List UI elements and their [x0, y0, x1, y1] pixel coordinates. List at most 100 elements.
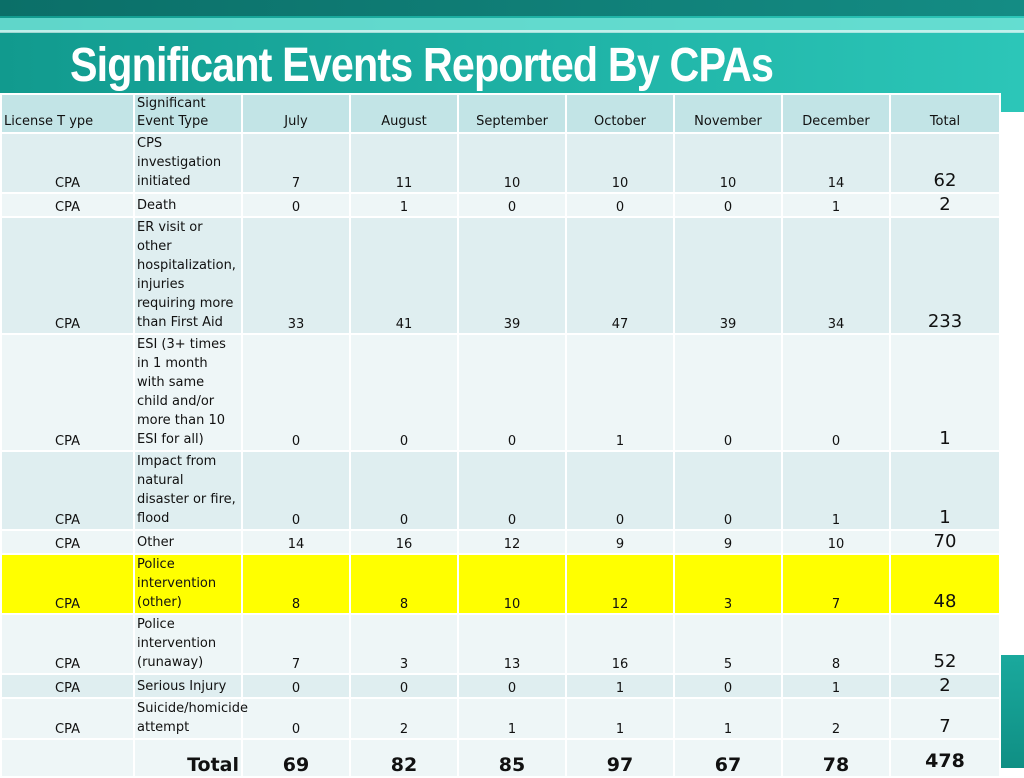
corner-accent [998, 655, 1024, 768]
event-type-cell: Death [133, 192, 243, 218]
header-total: Total [889, 93, 1001, 134]
row-total-cell: 48 [889, 553, 1001, 615]
month-value-cell: 9 [673, 529, 783, 555]
table-row: CPA Suicide/homicide attempt 0 2 1 1 1 2 7 [0, 697, 1001, 740]
month-value-cell: 0 [457, 450, 567, 531]
month-value-cell: 14 [781, 132, 891, 194]
month-value-cell: 16 [349, 529, 459, 555]
month-value-cell: 8 [781, 613, 891, 675]
month-value-cell: 3 [673, 553, 783, 615]
month-value-cell: 0 [241, 450, 351, 531]
footer-month-total: 82 [349, 738, 459, 778]
month-value-cell: 0 [241, 673, 351, 699]
top-strip [0, 0, 1024, 16]
table-row: CPA Serious Injury 0 0 0 1 0 1 2 [0, 673, 1001, 699]
month-value-cell: 2 [781, 697, 891, 740]
license-type-cell: CPA [0, 697, 135, 740]
month-value-cell: 33 [241, 216, 351, 335]
event-type-cell: Serious Injury [133, 673, 243, 699]
footer-month-total: 78 [781, 738, 891, 778]
row-total-cell: 233 [889, 216, 1001, 335]
month-value-cell: 7 [781, 553, 891, 615]
event-type-cell: ESI (3+ times in 1 month with same child… [133, 333, 243, 452]
month-value-cell: 0 [673, 450, 783, 531]
month-value-cell: 39 [457, 216, 567, 335]
row-total-cell: 2 [889, 192, 1001, 218]
month-value-cell: 1 [673, 697, 783, 740]
event-type-cell: Suicide/homicide attempt [133, 697, 248, 740]
month-value-cell: 34 [781, 216, 891, 335]
event-type-cell: ER visit or other hospitalization, injur… [133, 216, 243, 335]
month-value-cell: 0 [457, 673, 567, 699]
license-type-cell: CPA [0, 529, 135, 555]
event-type-cell: Police intervention (other) [133, 553, 243, 615]
license-type-cell: CPA [0, 450, 135, 531]
month-value-cell: 0 [673, 673, 783, 699]
month-value-cell: 0 [781, 333, 891, 452]
month-value-cell: 41 [349, 216, 459, 335]
month-value-cell: 11 [349, 132, 459, 194]
month-value-cell: 7 [241, 132, 351, 194]
footer-month-total: 67 [673, 738, 783, 778]
month-value-cell: 1 [781, 450, 891, 531]
table-row: CPA ER visit or other hospitalization, in… [0, 216, 1001, 335]
month-value-cell: 10 [565, 132, 675, 194]
header-row: License T ype Significant Event Type Jul… [0, 93, 1001, 134]
header-license-type: License T ype [0, 93, 135, 134]
month-value-cell: 0 [349, 450, 459, 531]
table-row: CPA CPS investigation initiated 7 11 10 10 10 1… [0, 132, 1001, 194]
header-month: July [241, 93, 351, 134]
table-row: CPA Police intervention (other) 8 8 10 12 3 7 48 [0, 553, 1001, 615]
event-type-cell: Police intervention (runaway) [133, 613, 243, 675]
events-table: License T ype Significant Event Type Jul… [0, 93, 1001, 778]
table-row: CPA Impact from natural disaster or fire,… [0, 450, 1001, 531]
month-value-cell: 47 [565, 216, 675, 335]
footer-grand-total: 478 [889, 738, 1001, 778]
license-type-cell: CPA [0, 673, 135, 699]
month-value-cell: 7 [241, 613, 351, 675]
month-value-cell: 1 [565, 333, 675, 452]
row-total-cell: 7 [889, 697, 1001, 740]
license-type-cell: CPA [0, 613, 135, 675]
footer-month-total: 97 [565, 738, 675, 778]
header-month: August [349, 93, 459, 134]
header-month: September [457, 93, 567, 134]
footer-row: Total 69 82 85 97 67 78 478 [0, 738, 1001, 778]
license-type-cell: CPA [0, 216, 135, 335]
month-value-cell: 0 [565, 450, 675, 531]
month-value-cell: 13 [457, 613, 567, 675]
month-value-cell: 1 [349, 192, 459, 218]
month-value-cell: 0 [565, 192, 675, 218]
month-value-cell: 1 [457, 697, 567, 740]
month-value-cell: 0 [241, 192, 351, 218]
table-row: CPA ESI (3+ times in 1 month with same ch… [0, 333, 1001, 452]
row-total-cell: 52 [889, 613, 1001, 675]
month-value-cell: 2 [349, 697, 459, 740]
row-total-cell: 2 [889, 673, 1001, 699]
event-type-cell: Other [133, 529, 243, 555]
month-value-cell: 1 [565, 673, 675, 699]
license-type-cell: CPA [0, 192, 135, 218]
month-value-cell: 0 [241, 697, 351, 740]
footer-blank [0, 738, 135, 778]
footer-total-label: Total [133, 738, 243, 778]
month-value-cell: 0 [457, 192, 567, 218]
month-value-cell: 8 [349, 553, 459, 615]
header-event-type: Significant Event Type [133, 93, 243, 134]
license-type-cell: CPA [0, 132, 135, 194]
month-value-cell: 10 [457, 553, 567, 615]
row-total-cell: 70 [889, 529, 1001, 555]
table-row: CPA Death 0 1 0 0 0 1 2 [0, 192, 1001, 218]
slide-title: Significant Events Reported By CPAs [70, 39, 774, 92]
month-value-cell: 0 [673, 333, 783, 452]
month-value-cell: 39 [673, 216, 783, 335]
month-value-cell: 1 [781, 192, 891, 218]
event-type-cell: Impact from natural disaster or fire, fl… [133, 450, 243, 531]
month-value-cell: 0 [241, 333, 351, 452]
footer-month-total: 85 [457, 738, 567, 778]
month-value-cell: 0 [673, 192, 783, 218]
month-value-cell: 1 [565, 697, 675, 740]
month-value-cell: 10 [457, 132, 567, 194]
header-month: December [781, 93, 891, 134]
month-value-cell: 10 [673, 132, 783, 194]
